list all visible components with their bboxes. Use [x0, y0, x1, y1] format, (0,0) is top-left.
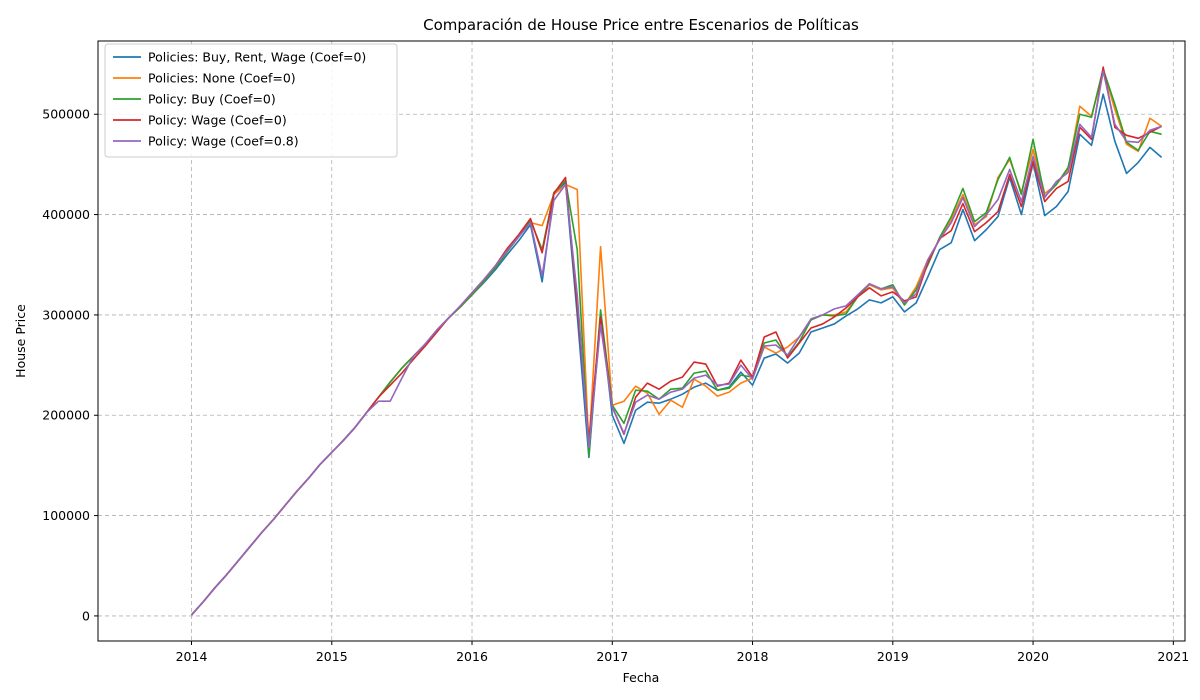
y-tick-label: 0: [82, 608, 90, 623]
y-tick-label: 400000: [42, 207, 90, 222]
x-tick-label: 2021: [1157, 649, 1189, 664]
y-tick-label: 300000: [42, 307, 90, 322]
y-tick-label: 100000: [42, 508, 90, 523]
legend-label: Policies: None (Coef=0): [148, 71, 296, 86]
y-axis-label: House Price: [13, 304, 28, 378]
x-tick-label: 2018: [737, 649, 769, 664]
y-axis: 0 100000 200000 300000 400000 500000: [42, 107, 98, 623]
legend-label: Policy: Buy (Coef=0): [148, 92, 276, 107]
series-line-5: [190, 70, 1162, 616]
grid-lines: [98, 41, 1185, 641]
x-tick-label: 2020: [1017, 649, 1049, 664]
chart-title: Comparación de House Price entre Escenar…: [423, 16, 859, 34]
y-tick-label: 200000: [42, 408, 90, 423]
x-axis: 2014 2015 2016 2017 2018 2019 2020 2021: [176, 641, 1189, 664]
x-tick-label: 2014: [176, 649, 208, 664]
plot-frame: [97, 40, 1186, 642]
x-tick-label: 2019: [877, 649, 909, 664]
legend: Policies: Buy, Rent, Wage (Coef=0) Polici…: [104, 43, 398, 158]
y-tick-label: 500000: [42, 107, 90, 122]
x-tick-label: 2015: [316, 649, 348, 664]
legend-label: Policy: Wage (Coef=0.8): [148, 134, 299, 149]
x-tick-label: 2017: [596, 649, 628, 664]
series-lines: [190, 66, 1163, 616]
legend-box: [104, 43, 398, 158]
legend-label: Policy: Wage (Coef=0): [148, 113, 287, 128]
x-tick-label: 2016: [456, 649, 488, 664]
legend-label: Policies: Buy, Rent, Wage (Coef=0): [148, 50, 366, 65]
x-axis-label: Fecha: [623, 670, 660, 685]
